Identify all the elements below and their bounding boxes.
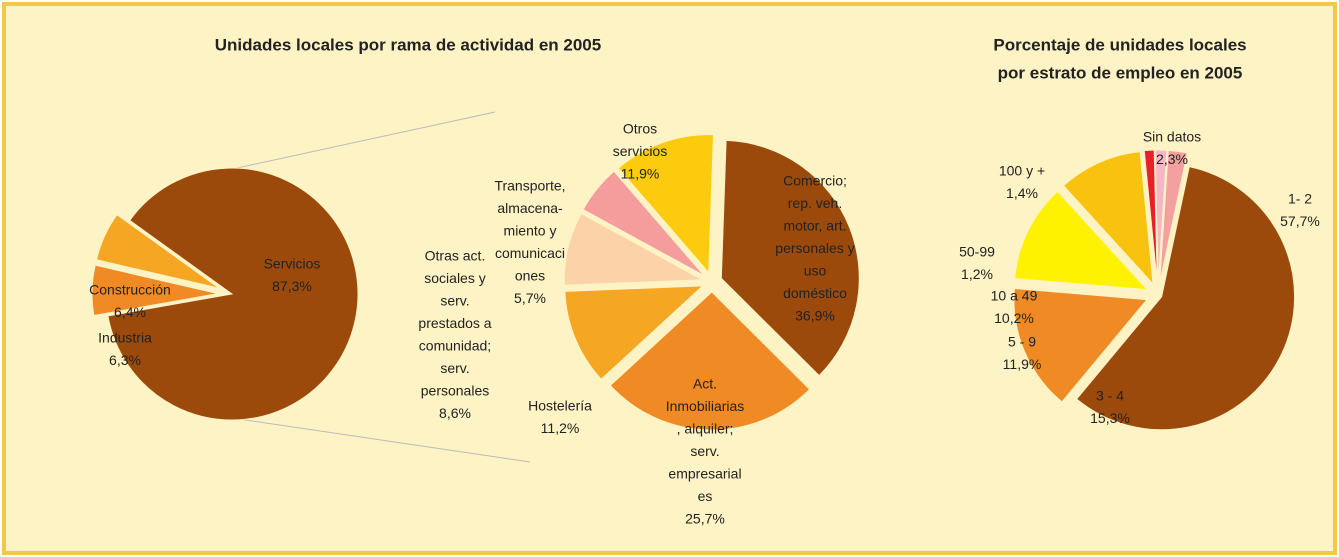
chart-title: Unidades locales por rama de actividad e… — [215, 35, 601, 54]
connector — [231, 417, 531, 463]
value-label: 11,9% — [1003, 356, 1042, 372]
pie-slice — [563, 212, 705, 286]
pie-slice — [1013, 287, 1148, 403]
slice-label: serv. — [440, 360, 469, 376]
pie-slice — [582, 170, 705, 277]
slice-label: servicios — [613, 143, 667, 159]
pie-slice — [617, 134, 715, 274]
slice-label: Act. — [693, 376, 717, 392]
value-label: 57,7% — [1280, 213, 1320, 229]
value-label: 87,3% — [272, 278, 312, 294]
slice-label: serv. — [690, 443, 719, 459]
value-label: 10,2% — [994, 310, 1034, 326]
chart-title: Porcentaje de unidades locales — [993, 35, 1246, 54]
slice-label: Otros — [623, 121, 657, 137]
pie-slice — [720, 139, 860, 377]
pie-slice — [609, 291, 811, 431]
value-label: 2,3% — [1156, 151, 1188, 167]
pie-slice — [1159, 149, 1188, 284]
pie-slice — [95, 213, 220, 289]
slice-label: comunicaci — [495, 245, 565, 261]
slice-label: personales y — [775, 240, 854, 256]
slice-label: miento y — [504, 223, 557, 239]
slice-label: Comercio; — [783, 173, 847, 189]
slice-label: 10 a 49 — [991, 288, 1038, 304]
pie-slice — [1062, 151, 1154, 286]
slice-label: Servicios — [264, 256, 321, 272]
slice-label: 50-99 — [959, 244, 995, 260]
connector — [227, 111, 496, 171]
pie-slice — [1143, 149, 1158, 284]
value-label: 36,9% — [795, 308, 835, 324]
slice-label: Transporte, — [494, 178, 565, 194]
slice-label: empresarial — [668, 466, 741, 482]
value-label: 6,4% — [114, 304, 146, 320]
value-label: 11,9% — [621, 166, 660, 182]
slice-label: uso — [804, 263, 827, 279]
slice-label: 5 - 9 — [1008, 334, 1036, 350]
slice-label: personales — [421, 383, 490, 399]
pie-slice — [91, 264, 219, 317]
slice-label: , alquiler; — [677, 421, 734, 437]
pie-slice — [1075, 166, 1296, 431]
slice-label: Otras act. — [425, 248, 486, 264]
value-label: 1,4% — [1006, 185, 1038, 201]
slice-label: 3 - 4 — [1096, 388, 1124, 404]
pie-slice — [107, 167, 359, 421]
slice-label: doméstico — [783, 285, 847, 301]
value-label: 5,7% — [514, 290, 546, 306]
slice-label: almacena- — [497, 200, 563, 216]
slice-label: Hostelería — [528, 398, 592, 414]
chart-title: por estrato de empleo en 2005 — [998, 63, 1243, 82]
slice-label: comunidad; — [419, 338, 491, 354]
slice-label: 100 y + — [999, 163, 1045, 179]
slice-label: serv. — [440, 293, 469, 309]
slice-label: motor, art. — [783, 218, 846, 234]
value-label: 8,6% — [439, 405, 471, 421]
value-label: 1,2% — [961, 266, 993, 282]
slice-label: prestados a — [418, 315, 491, 331]
slice-label: rep. veh. — [788, 195, 842, 211]
slice-label: 1- 2 — [1288, 191, 1312, 207]
pie-slice — [1154, 149, 1168, 284]
slice-label: sociales y — [424, 270, 485, 286]
value-label: 11,2% — [541, 420, 580, 436]
slice-label: ones — [515, 268, 545, 284]
slice-label: es — [698, 488, 713, 504]
pie-slice — [1014, 190, 1149, 291]
slice-label: Industria — [98, 330, 152, 346]
value-label: 25,7% — [685, 511, 725, 527]
slice-label: Inmobiliarias — [666, 398, 745, 414]
slice-label: Construcción — [89, 282, 171, 298]
pie-slice — [564, 285, 705, 381]
slice-label: Sin datos — [1143, 129, 1201, 145]
value-label: 15,3% — [1090, 410, 1130, 426]
value-label: 6,3% — [109, 352, 141, 368]
